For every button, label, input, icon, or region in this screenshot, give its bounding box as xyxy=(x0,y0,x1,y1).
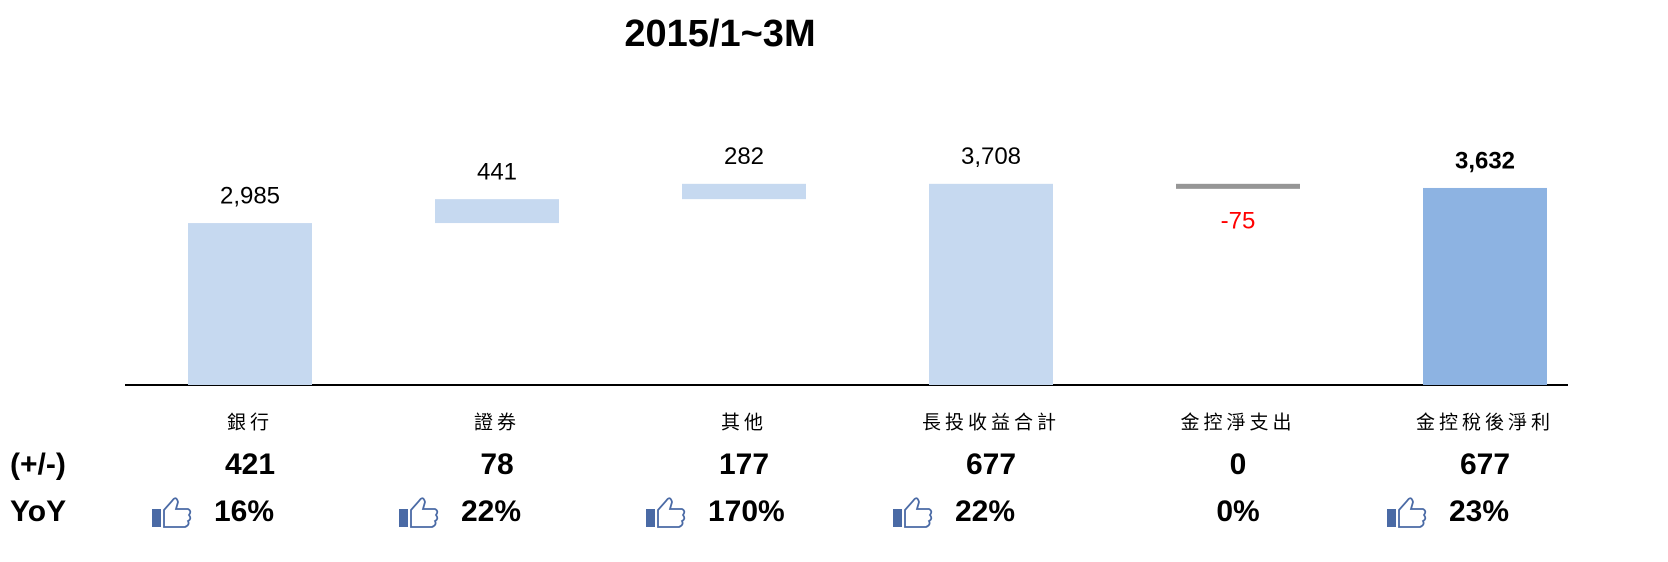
thumb-icon xyxy=(1398,497,1427,528)
row-value: 421 xyxy=(225,448,275,481)
row-value: 78 xyxy=(480,448,513,481)
bar xyxy=(1176,183,1300,189)
value-label: 3,708 xyxy=(961,143,1021,170)
x-tick-label: 證券 xyxy=(474,412,520,434)
x-tick-label: 銀行 xyxy=(227,412,273,434)
row-value: 677 xyxy=(966,448,1016,481)
x-tick-label: 其他 xyxy=(721,412,767,434)
value-label: 3,632 xyxy=(1455,147,1515,174)
bar xyxy=(435,199,559,224)
row-value: 22% xyxy=(461,495,521,528)
row-label: YoY xyxy=(10,495,66,528)
bar xyxy=(1423,187,1547,385)
row-value: 0 xyxy=(1230,448,1247,481)
value-label: 2,985 xyxy=(220,182,280,209)
value-label: 441 xyxy=(477,158,517,185)
thumb-icon xyxy=(1387,509,1396,527)
chart-title: 2015/1~3M xyxy=(624,13,815,55)
x-tick-label: 金控稅後淨利 xyxy=(1416,412,1554,434)
bar xyxy=(929,183,1053,385)
value-label: 282 xyxy=(724,143,764,170)
row-value: 16% xyxy=(214,495,274,528)
row-label: (+/-) xyxy=(10,448,66,481)
row-value: 0% xyxy=(1216,495,1259,528)
x-tick-label: 金控淨支出 xyxy=(1180,412,1295,434)
row-value: 677 xyxy=(1460,448,1510,481)
thumb-icon xyxy=(657,497,686,528)
row-value: 23% xyxy=(1449,495,1509,528)
row-value: 177 xyxy=(719,448,769,481)
thumb-icon xyxy=(163,497,192,528)
thumb-icon xyxy=(152,509,161,527)
row-value: 170% xyxy=(708,495,785,528)
thumb-icon xyxy=(904,497,933,528)
thumb-icon xyxy=(893,509,902,527)
row-value: 22% xyxy=(955,495,1015,528)
thumb-icon xyxy=(399,509,408,527)
bar xyxy=(188,223,312,385)
thumb-icon xyxy=(410,497,439,528)
value-label: -75 xyxy=(1221,207,1256,234)
x-tick-label: 長投收益合計 xyxy=(922,412,1060,434)
bar xyxy=(682,183,806,200)
thumb-icon xyxy=(646,509,655,527)
